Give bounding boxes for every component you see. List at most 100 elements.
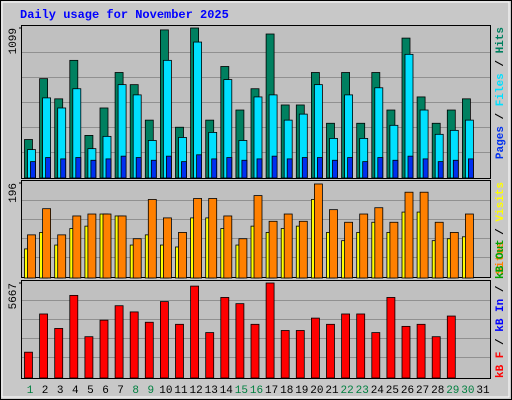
bar — [313, 183, 323, 279]
bar — [99, 319, 109, 379]
bar — [235, 303, 245, 379]
x-tick-label: 28 — [431, 385, 444, 397]
x-tick-label: 26 — [401, 385, 414, 397]
bar — [377, 157, 384, 179]
bar — [389, 221, 399, 279]
x-tick-label: 14 — [220, 385, 234, 397]
bar — [129, 311, 139, 379]
bar — [144, 321, 154, 379]
bar — [27, 234, 36, 279]
x-tick-label: 8 — [132, 385, 139, 397]
bar — [147, 199, 157, 279]
bar — [72, 215, 82, 279]
bar — [69, 294, 79, 379]
bar — [310, 317, 320, 379]
bar — [256, 158, 263, 179]
bar — [87, 213, 97, 279]
x-tick-label: 23 — [356, 385, 369, 397]
x-tick-label: 1 — [27, 385, 34, 397]
bar — [356, 313, 366, 379]
bar — [159, 301, 169, 379]
x-tick-label: 12 — [189, 385, 202, 397]
x-tick-label: 21 — [325, 385, 339, 397]
bar — [329, 209, 338, 279]
bar — [24, 351, 33, 379]
bar — [39, 313, 48, 379]
x-tick-label: 6 — [102, 385, 109, 397]
x-tick-label: 2 — [42, 385, 49, 397]
bar — [190, 285, 200, 379]
x-tick-label: 19 — [295, 385, 308, 397]
bar — [45, 157, 51, 179]
bar — [419, 191, 429, 279]
bar — [295, 330, 305, 379]
bar — [268, 220, 278, 279]
x-tick-label: 25 — [386, 385, 399, 397]
bar — [374, 207, 384, 279]
legend-separator: / — [495, 279, 507, 299]
x-tick-label: 22 — [340, 385, 353, 397]
x-tick-label: 16 — [250, 385, 263, 397]
bar — [84, 336, 94, 379]
bar — [105, 158, 112, 179]
bar — [60, 158, 67, 179]
x-tick-label: 31 — [476, 385, 490, 397]
bar — [332, 159, 338, 179]
bar — [286, 158, 293, 179]
bar — [75, 157, 82, 179]
x-tick-label: 29 — [446, 385, 459, 397]
bar — [359, 213, 369, 279]
bar — [42, 208, 51, 279]
legend-entry: Visits — [495, 182, 507, 222]
bar — [404, 191, 414, 279]
bar — [117, 215, 127, 279]
bar — [90, 159, 97, 179]
legend-entry: kB F — [495, 352, 507, 378]
legend-entry: Hits — [495, 27, 507, 53]
bar — [326, 323, 335, 379]
bar — [241, 159, 248, 179]
x-tick-label: 7 — [117, 385, 124, 397]
x-tick-label: 5 — [87, 385, 94, 397]
x-tick-label: 30 — [461, 385, 474, 397]
x-tick-label: 10 — [159, 385, 172, 397]
x-tick-label: 9 — [147, 385, 154, 397]
bar — [253, 195, 263, 279]
legend-separator: / — [495, 332, 507, 352]
bar — [437, 161, 444, 179]
bar — [422, 158, 429, 179]
bar — [316, 157, 323, 179]
bar — [407, 155, 414, 179]
bar — [238, 238, 248, 279]
x-tick-label: 20 — [310, 385, 323, 397]
bar — [57, 234, 67, 279]
legend: Sites / Visits — [495, 182, 507, 274]
y-tick-label: 1099 — [8, 28, 20, 54]
x-tick-label: 17 — [265, 385, 278, 397]
bar — [347, 157, 354, 179]
bar — [165, 155, 172, 179]
bar — [175, 323, 184, 379]
bar — [196, 154, 203, 179]
bar — [446, 315, 456, 379]
x-tick-label: 11 — [174, 385, 188, 397]
legend-entry: Sites — [495, 241, 507, 274]
legend-separator: / — [495, 53, 507, 73]
legend-entry: Files — [495, 73, 507, 106]
legend-entry: Pages — [495, 126, 507, 159]
bar — [211, 158, 218, 179]
bar — [271, 155, 278, 179]
bar — [54, 328, 64, 379]
bar — [283, 213, 293, 279]
bar — [226, 157, 233, 179]
bar — [298, 220, 308, 279]
bar — [464, 213, 474, 279]
bar — [431, 336, 441, 379]
bar — [301, 157, 308, 179]
bar — [102, 213, 112, 279]
bar — [30, 161, 36, 179]
bar — [193, 198, 203, 279]
bar — [120, 155, 127, 179]
bar — [114, 305, 124, 379]
